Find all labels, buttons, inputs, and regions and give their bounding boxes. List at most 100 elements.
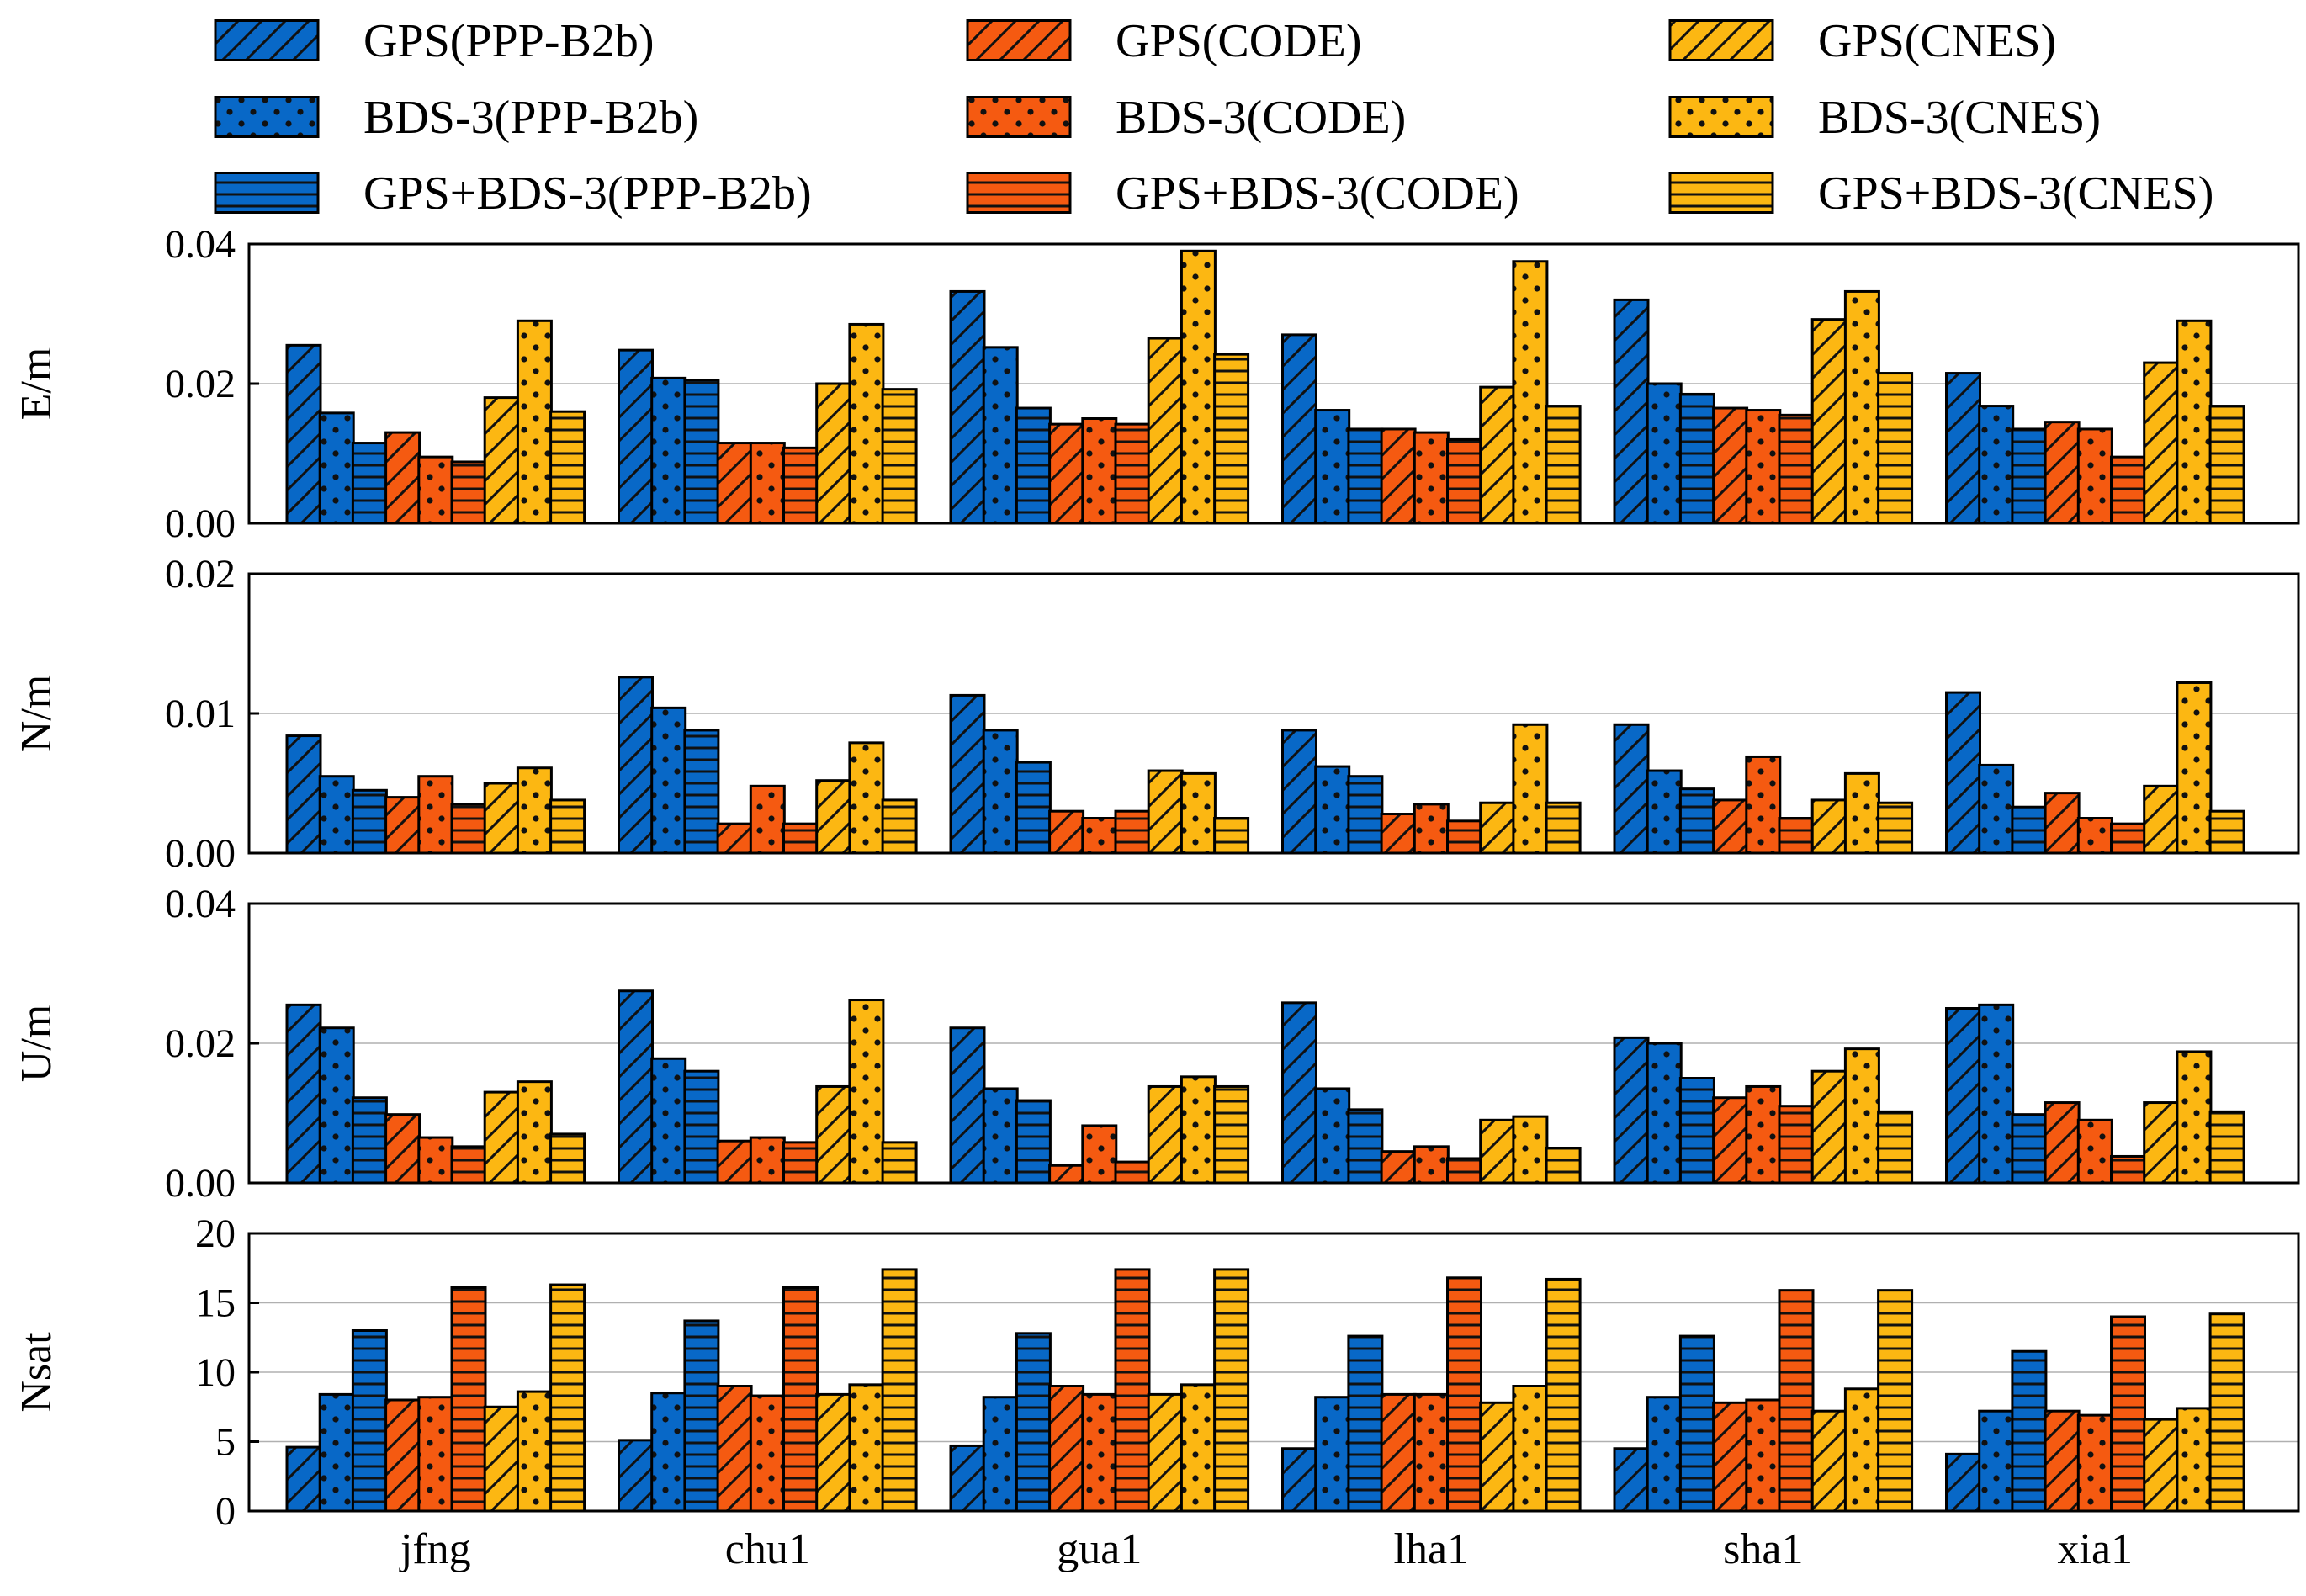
bar-bds_cnes [1843, 1047, 1880, 1185]
bar-gps_b2b [1281, 1447, 1317, 1513]
bar-gps_code [1712, 798, 1749, 855]
bar-comb_b2b [1015, 761, 1052, 855]
bar-group-chu1 [618, 989, 918, 1185]
bar-gps_code [1712, 1096, 1749, 1185]
bar-comb_b2b [1678, 1334, 1715, 1513]
bar-comb_b2b [683, 1319, 720, 1513]
legend-swatch [966, 172, 1072, 214]
bar-bds_cnes [2176, 681, 2213, 855]
bar-comb_b2b [1347, 1334, 1384, 1513]
bar-comb_cnes [881, 388, 918, 525]
bar-gps_code [1048, 809, 1085, 855]
bar-bds_code [2076, 817, 2113, 855]
legend-item-bds_cnes: BDS-3(CNES) [1668, 92, 2101, 144]
bar-bds_code [749, 1394, 786, 1513]
bar-gps_code [384, 431, 421, 525]
bar-gps_code [1380, 1150, 1417, 1185]
bar-gps_cnes [1147, 1084, 1184, 1185]
bar-comb_b2b [2011, 805, 2048, 855]
bar-gps_code [1380, 1392, 1417, 1513]
bar-gps_b2b [1945, 372, 1981, 525]
bar-bds_cnes [516, 766, 553, 855]
bar-comb_cnes [881, 798, 918, 855]
bar-bds_b2b [650, 376, 687, 525]
legend-item-comb_cnes: GPS+BDS-3(CNES) [1668, 167, 2213, 220]
legend-swatch [966, 19, 1072, 61]
bar-comb_code [450, 1286, 487, 1513]
legend-label: GPS+BDS-3(PPP-B2b) [363, 167, 812, 220]
bar-comb_b2b [2011, 427, 2048, 525]
bar-bds_cnes [848, 322, 885, 525]
legend-item-comb_b2b: GPS+BDS-3(PPP-B2b) [214, 167, 812, 220]
bar-comb_cnes [549, 798, 586, 855]
bar-group-xia1 [1945, 319, 2245, 525]
bar-gps_cnes [1479, 801, 1516, 855]
x-tick-label-gua1: gua1 [1057, 1525, 1142, 1573]
bar-bds_code [417, 455, 454, 525]
y-axis-label: Nsat [13, 1332, 61, 1413]
bar-bds_cnes [848, 741, 885, 855]
y-tick-label: 0.02 [165, 1021, 236, 1066]
bar-bds_b2b [650, 706, 687, 855]
panel-u-m: 0.00 0.02 0.04 U/m [13, 882, 2300, 1206]
bar-gps_cnes [1147, 1392, 1184, 1513]
bar-comb_code [2110, 822, 2146, 855]
y-tick-label: 15 [195, 1281, 236, 1326]
x-tick-label-jfng: jfng [399, 1525, 471, 1573]
legend-item-gps_code: GPS(CODE) [966, 15, 1361, 67]
bar-bds_code [1413, 1145, 1450, 1185]
x-tick-label-lha1: lha1 [1394, 1525, 1470, 1573]
bar-gps_b2b [1281, 333, 1317, 525]
bar-gps_code [1048, 1385, 1085, 1513]
bar-bds_b2b [1978, 405, 2015, 525]
legend-label: BDS-3(CNES) [1818, 92, 2101, 144]
bar-group-gua1 [949, 693, 1250, 855]
bar-comb_cnes [1545, 405, 1582, 525]
bar-comb_cnes [1877, 801, 1914, 855]
bar-comb_code [1114, 809, 1151, 855]
bar-comb_cnes [881, 1268, 918, 1513]
legend-item-bds_code: BDS-3(CODE) [966, 92, 1406, 144]
bar-bds_cnes [1512, 1385, 1549, 1513]
bar-gps_cnes [1147, 337, 1184, 525]
bar-gps_b2b [949, 1026, 986, 1185]
bar-gps_cnes [815, 382, 852, 525]
bar-bds_b2b [982, 346, 1019, 525]
bar-group-jfng [285, 1003, 586, 1185]
bar-bds_b2b [1978, 1409, 2015, 1513]
bar-group-chu1 [618, 1268, 918, 1513]
bar-group-gua1 [949, 249, 1250, 525]
bar-group-sha1 [1613, 1036, 1914, 1185]
bar-gps_cnes [483, 1405, 520, 1513]
legend-swatch [1668, 96, 1774, 138]
bar-gps_b2b [1613, 1036, 1650, 1185]
bar-group-xia1 [1945, 1003, 2245, 1185]
bar-comb_code [1446, 1276, 1482, 1513]
legend-label: GPS(CODE) [1116, 15, 1361, 67]
bar-comb_b2b [351, 1329, 388, 1513]
bar-group-sha1 [1613, 723, 1914, 855]
bar-bds_code [1745, 1084, 1782, 1185]
bar-comb_cnes [2208, 1312, 2245, 1513]
bar-bds_cnes [1180, 249, 1217, 525]
bar-comb_b2b [683, 1069, 720, 1185]
bar-bds_cnes [1843, 771, 1880, 855]
bar-comb_b2b [1347, 775, 1384, 855]
bar-bds_cnes [1512, 723, 1549, 855]
y-tick-label: 0.04 [165, 222, 236, 267]
legend: GPS(PPP-B2b) BDS-3(PPP-B2b) GPS+BDS-3(PPP-… [214, 15, 2213, 220]
bar-gps_code [716, 1385, 753, 1513]
bar-gps_cnes [1810, 1409, 1847, 1513]
bar-comb_cnes [881, 1141, 918, 1185]
bar-gps_b2b [1281, 729, 1317, 855]
y-axis-label: U/m [13, 1005, 61, 1082]
bar-comb_cnes [1877, 1110, 1914, 1185]
bar-comb_cnes [2208, 1110, 2245, 1185]
bar-comb_b2b [351, 442, 388, 525]
bar-comb_code [1446, 819, 1482, 855]
bar-group-gua1 [949, 1026, 1250, 1185]
bar-bds_cnes [1180, 771, 1217, 855]
bar-gps_cnes [2143, 784, 2180, 855]
bar-comb_cnes [549, 1283, 586, 1513]
